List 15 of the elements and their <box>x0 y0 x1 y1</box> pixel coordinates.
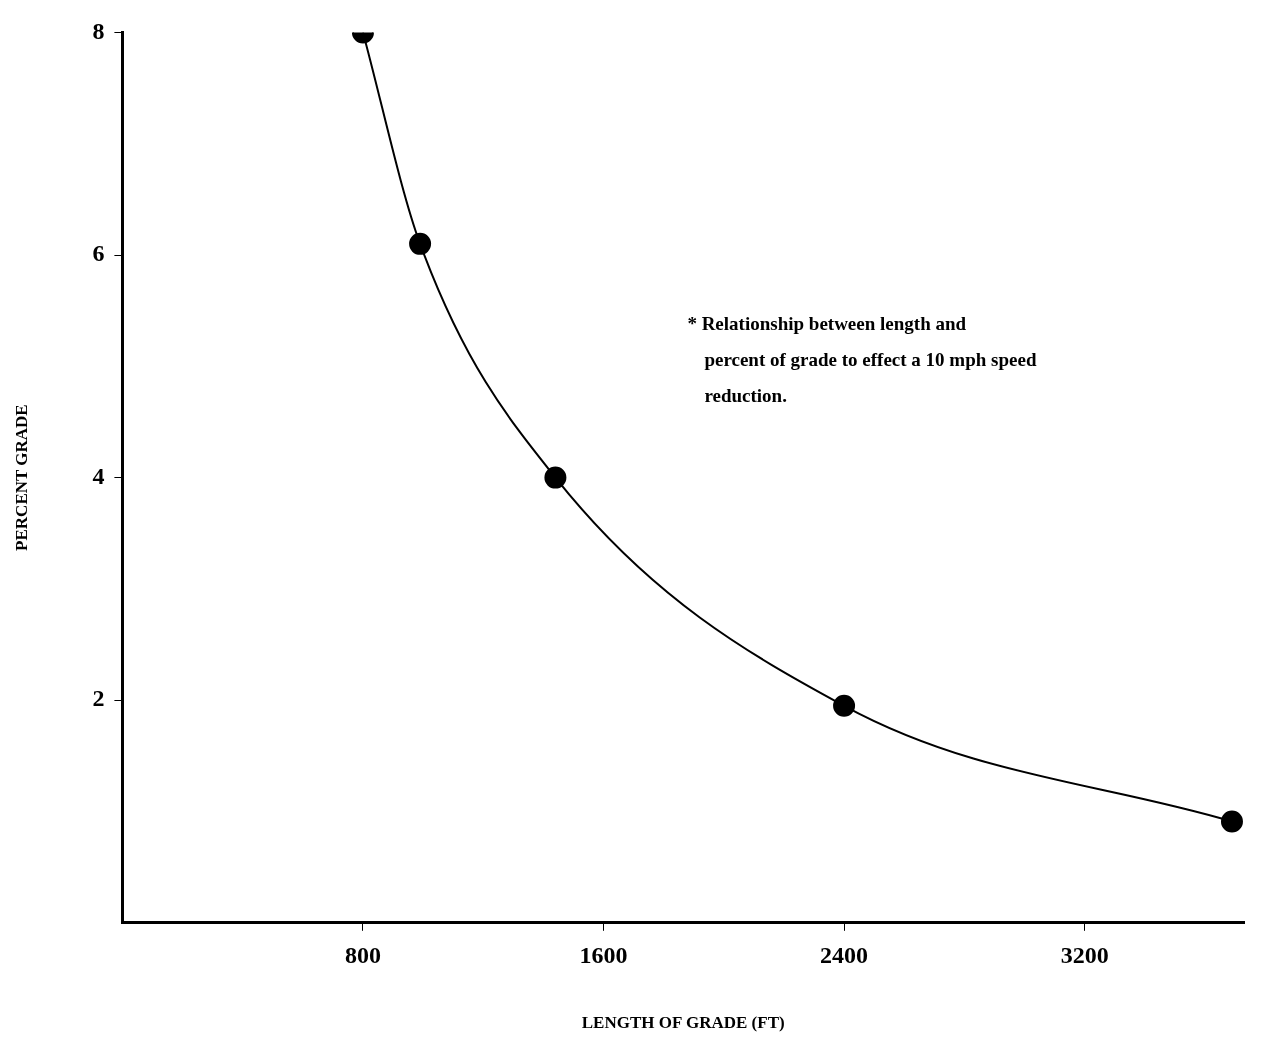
annotation: * Relationship between length and percent of grade to effect a 10 mph speed reduction. <box>687 312 1037 406</box>
x-tick-label: 800 <box>344 942 381 969</box>
x-tick-label: 3200 <box>1060 942 1109 969</box>
y-tick-label: 4 <box>92 462 105 489</box>
y-tick-label: 6 <box>92 240 105 267</box>
x-axis-title: LENGTH OF GRADE (FT) <box>581 1013 785 1033</box>
x-tick-label: 1600 <box>579 942 628 969</box>
y-axis-title: PERCENT GRADE <box>11 404 31 551</box>
point <box>833 694 856 717</box>
y-tick-label: 8 <box>92 17 105 44</box>
point <box>544 466 567 489</box>
y-tick-label: 2 <box>92 685 105 712</box>
point <box>409 232 432 255</box>
point <box>1220 810 1243 833</box>
x-tick-label: 2400 <box>820 942 869 969</box>
